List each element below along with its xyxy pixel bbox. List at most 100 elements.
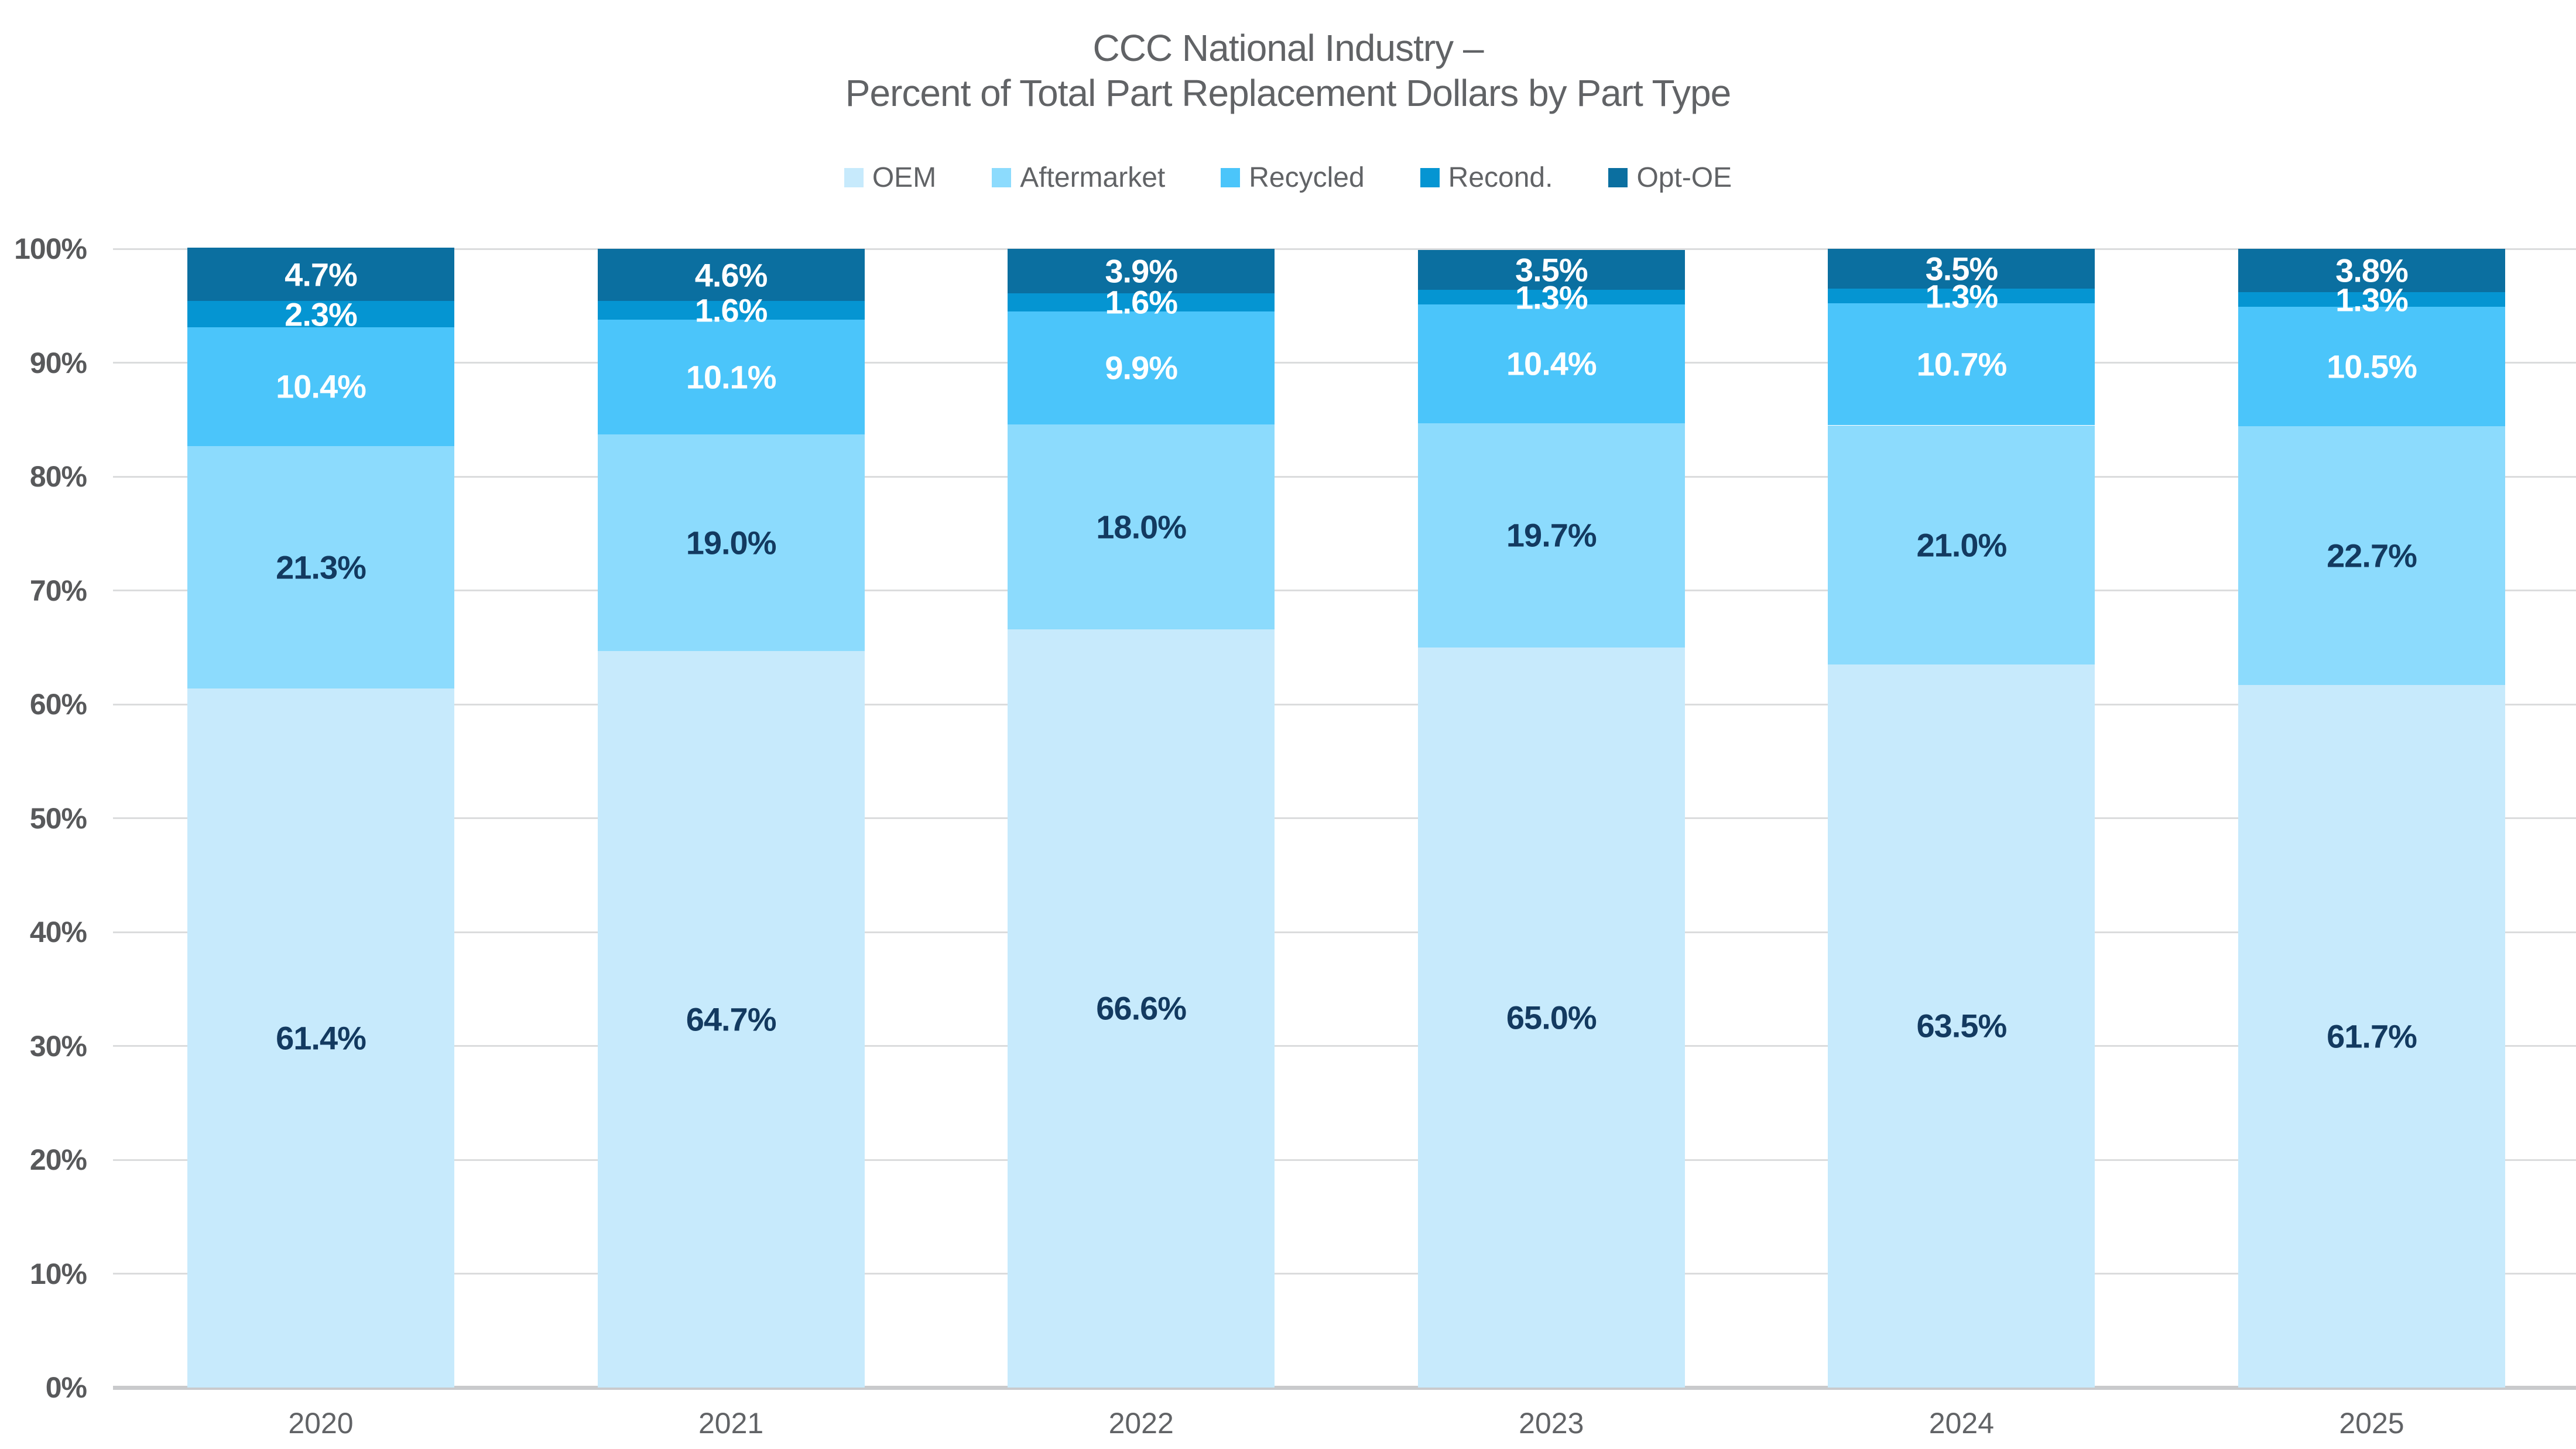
y-axis-label-80: 80% [29,460,87,493]
segment-value-label: 18.0% [1096,508,1187,546]
bar-2023-segment-oem[interactable]: 65.0% [1417,647,1685,1388]
segment-value-label: 10.1% [686,358,777,396]
x-axis-label-2020: 2020 [288,1407,354,1440]
legend-item-recond[interactable]: Recond. [1420,162,1553,194]
gridline [113,1273,2576,1275]
x-axis-label-2024: 2024 [1928,1407,1994,1440]
y-axis-label-30: 30% [29,1029,87,1063]
gridline [113,817,2576,819]
y-axis-label-90: 90% [29,346,87,379]
bar-2022-segment-optoe[interactable]: 3.9% [1008,249,1275,293]
y-axis-label-50: 50% [29,801,87,835]
legend-item-aftermarket[interactable]: Aftermarket [992,162,1165,194]
segment-value-label: 61.7% [2327,1018,2417,1055]
segment-value-label: 64.7% [686,1001,777,1038]
segment-value-label: 9.9% [1105,349,1178,386]
x-axis-label-2023: 2023 [1519,1407,1584,1440]
x-axis-label-2025: 2025 [2339,1407,2404,1440]
gridline [113,590,2576,591]
legend-swatch-icon [1608,168,1628,187]
bar-2020-segment-oem[interactable]: 61.4% [187,688,454,1388]
segment-value-label: 19.7% [1506,516,1597,554]
bar-2020-segment-recond[interactable]: 2.3% [187,296,454,333]
bar-2025-segment-aftermarket[interactable]: 22.7% [2238,426,2505,685]
segment-value-label: 19.0% [686,524,777,561]
bar-2023-segment-optoe[interactable]: 3.5% [1417,249,1685,290]
gridline [113,703,2576,705]
legend-item-recycled[interactable]: Recycled [1221,162,1365,194]
y-axis-label-0: 0% [45,1371,87,1404]
chart-title-line2: Percent of Total Part Replacement Dollar… [845,72,1731,114]
segment-value-label: 10.4% [276,368,366,405]
segment-value-label: 21.0% [1916,526,2007,564]
bar-2024-segment-oem[interactable]: 63.5% [1828,664,2095,1388]
legend-label: Aftermarket [1020,162,1166,193]
bar-2023-segment-aftermarket[interactable]: 19.7% [1417,423,1685,648]
bar-2021-segment-aftermarket[interactable]: 19.0% [597,434,865,651]
segment-value-label: 1.6% [1105,283,1178,321]
gridline [113,475,2576,478]
bar-2020-segment-recycled[interactable]: 10.4% [187,327,454,446]
segment-value-label: 22.7% [2327,537,2417,574]
bar-2022-segment-aftermarket[interactable]: 18.0% [1008,424,1275,629]
bar-2023-segment-recond[interactable]: 1.3% [1417,279,1685,316]
bar-2022-segment-oem[interactable]: 66.6% [1008,629,1275,1388]
bar-2024-segment-recond[interactable]: 1.3% [1828,278,2095,314]
legend-swatch-icon [844,168,864,187]
bar-2020-segment-aftermarket[interactable]: 21.3% [187,446,454,688]
gridline [113,362,2576,364]
segment-value-label: 1.6% [694,292,768,329]
segment-value-label: 1.3% [1515,279,1588,316]
bar-2025-segment-recycled[interactable]: 10.5% [2238,307,2505,427]
segment-value-label: 63.5% [1916,1007,2007,1044]
legend-item-optoe[interactable]: Opt-OE [1608,162,1732,194]
y-axis-label-40: 40% [29,916,87,948]
bar-2022-segment-recycled[interactable]: 9.9% [1008,311,1275,424]
bar-2022-segment-recond[interactable]: 1.6% [1008,284,1275,321]
gridline [113,1159,2576,1161]
segment-value-label: 66.6% [1096,989,1187,1027]
segment-value-label: 4.7% [285,256,358,293]
bar-2024-segment-aftermarket[interactable]: 21.0% [1828,425,2095,664]
legend-label: Recond. [1448,162,1553,193]
y-axis-label-70: 70% [29,574,87,607]
bar-2024-segment-optoe[interactable]: 3.5% [1828,249,2095,289]
legend-label: Recycled [1249,162,1365,193]
chart-title-line1: CCC National Industry – [1092,27,1484,69]
legend-item-oem[interactable]: OEM [844,162,936,194]
segment-value-label: 3.5% [1925,250,1999,287]
y-axis-label-100: 100% [14,232,87,265]
legend-swatch-icon [1420,168,1440,187]
segment-value-label: 21.3% [276,549,366,586]
bar-2024-segment-recycled[interactable]: 10.7% [1828,303,2095,426]
segment-value-label: 2.3% [285,296,358,333]
bar-2021-segment-oem[interactable]: 64.7% [597,650,865,1388]
y-axis-label-10: 10% [29,1257,87,1290]
segment-value-label: 10.7% [1916,345,2007,383]
bar-2025-segment-optoe[interactable]: 3.8% [2238,249,2505,292]
gridline [113,931,2576,933]
legend-swatch-icon [992,168,1012,187]
segment-value-label: 1.3% [2335,281,2409,318]
bar-2020-segment-optoe[interactable]: 4.7% [187,248,454,302]
bar-2021-segment-optoe[interactable]: 4.6% [597,249,865,302]
gridline [113,1045,2576,1047]
bar-2025-segment-oem[interactable]: 61.7% [2238,684,2505,1388]
bar-2025-segment-recond[interactable]: 1.3% [2238,281,2505,318]
gridline [113,248,2576,250]
bar-2023-segment-recycled[interactable]: 10.4% [1417,304,1685,423]
segment-value-label: 4.6% [694,256,768,294]
segment-value-label: 65.0% [1506,999,1597,1036]
segment-value-label: 10.5% [2327,348,2417,385]
x-axis-label-2021: 2021 [698,1407,764,1440]
chart-title: CCC National Industry – Percent of Total… [0,26,2576,116]
bar-2021-segment-recond[interactable]: 1.6% [597,292,865,329]
y-axis-label-20: 20% [29,1143,87,1176]
segment-value-label: 10.4% [1506,345,1597,382]
segment-value-label: 3.5% [1515,251,1588,289]
bar-2021-segment-recycled[interactable]: 10.1% [597,319,865,435]
legend: OEM Aftermarket Recycled Recond. Opt-OE [0,162,2576,194]
y-axis-label-60: 60% [29,688,87,721]
segment-value-label: 61.4% [276,1019,366,1057]
